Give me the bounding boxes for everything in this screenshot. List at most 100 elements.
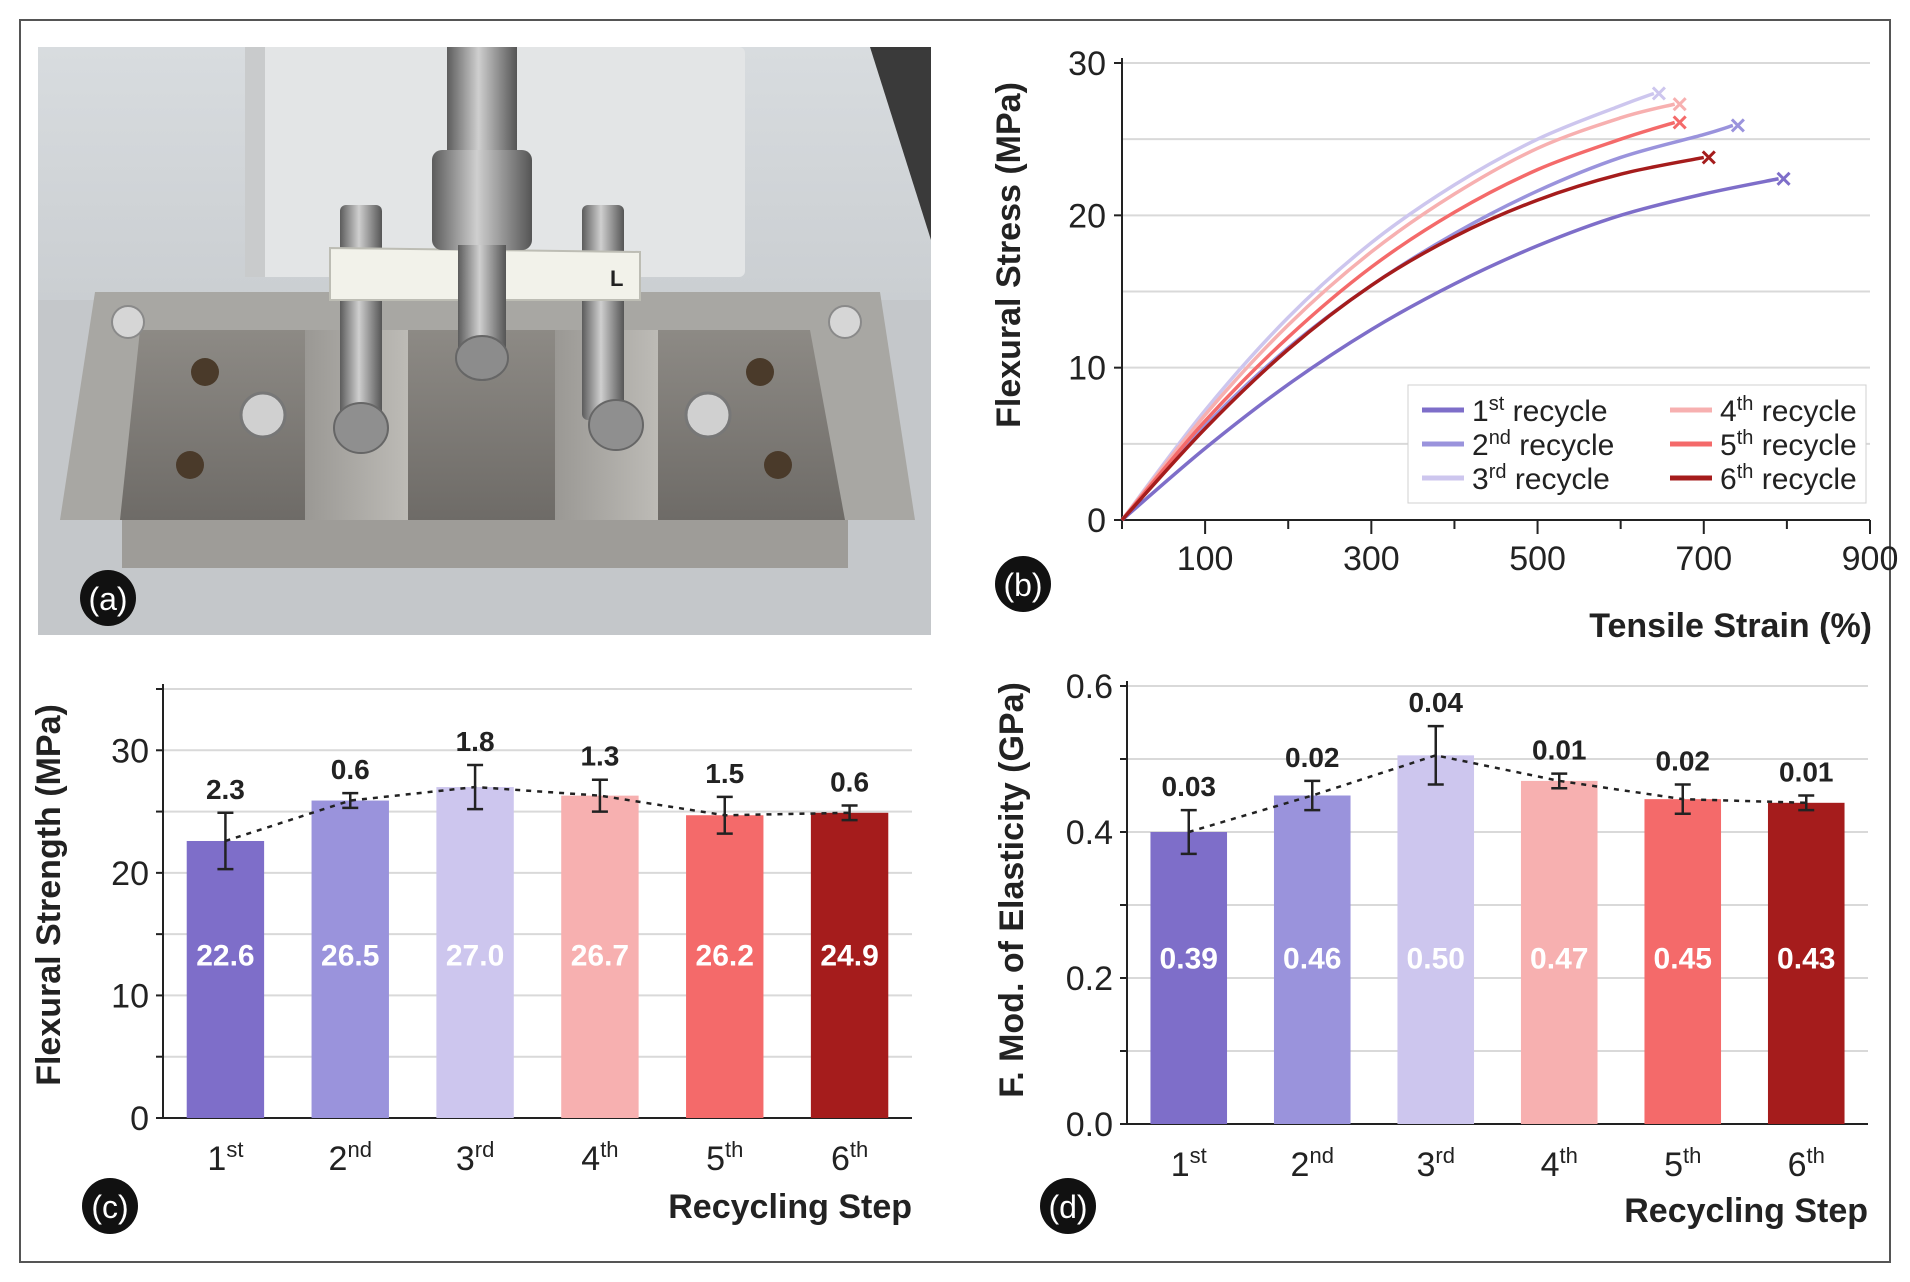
bar-value-label: 26.2 [696, 940, 754, 973]
bar-value-label: 0.43 [1777, 943, 1835, 976]
x-tick-label: 1st [207, 1137, 243, 1178]
y-axis-title: F. Mod. of Elasticity (GPa) [993, 682, 1031, 1098]
bar-5th [1644, 799, 1722, 1124]
figure-frame [19, 19, 1891, 1263]
error-bar [342, 791, 359, 810]
x-axis-title: Tensile Strain (%) [1589, 607, 1872, 645]
curve-6th-recycle [1120, 155, 1705, 522]
screw-hole [746, 358, 774, 386]
bolt-head [684, 391, 732, 439]
bar-value-label: 22.6 [196, 940, 254, 973]
x-tick-label: 300 [1343, 540, 1400, 578]
fixture-block-front [122, 520, 848, 568]
error-value-label: 0.02 [1656, 746, 1711, 777]
trend-dashed-line [1188, 754, 1807, 834]
fracture-marker [1672, 97, 1687, 112]
y-tick-label: 0 [130, 1100, 149, 1138]
y-tick-label: 30 [111, 732, 149, 770]
y-axis-title: Flexural Stress (MPa) [990, 82, 1028, 428]
screw-hole [176, 451, 204, 479]
x-tick-label: 500 [1509, 540, 1566, 578]
curve-5th-recycle [1120, 120, 1676, 522]
x-tick-label: 5th [1664, 1143, 1701, 1184]
specimen-mark: L [610, 266, 623, 291]
x-tick-label: 3rd [1417, 1143, 1455, 1184]
support-rod-right [582, 205, 624, 420]
panel-label-c: (c) [82, 1178, 138, 1234]
y-tick-label: 10 [1068, 350, 1106, 388]
fracture-marker-stroke [1672, 115, 1687, 130]
bar-4th [1520, 780, 1598, 1124]
legend-label: 3rd recycle [1472, 461, 1610, 496]
error-value-label: 2.3 [206, 774, 245, 805]
legend-box [1407, 384, 1867, 504]
screw-hole [764, 451, 792, 479]
bar-2nd [1273, 795, 1351, 1124]
error-value-label: 1.3 [580, 741, 619, 772]
loading-collar [432, 150, 532, 250]
error-bar [841, 804, 858, 822]
curve-4th-recycle [1120, 102, 1676, 522]
screw-hole [191, 358, 219, 386]
error-bar [1427, 724, 1444, 786]
y-tick-label: 0.2 [1066, 960, 1113, 998]
error-value-label: 0.03 [1162, 771, 1217, 802]
bolt-head [111, 305, 145, 339]
error-value-label: 1.5 [705, 758, 744, 789]
loading-nose-tip [455, 335, 509, 381]
x-tick-label: 4th [581, 1137, 618, 1178]
bar-value-label: 24.9 [820, 940, 878, 973]
bar-value-label: 0.47 [1530, 943, 1588, 976]
y-tick-label: 20 [1068, 197, 1106, 235]
support-rod-end-right [588, 399, 644, 451]
bar-3rd [436, 787, 514, 1118]
fracture-marker-stroke [1776, 171, 1791, 186]
bar-6th [1767, 802, 1845, 1124]
fracture-marker-stroke [1701, 150, 1716, 165]
x-tick-label: 5th [706, 1137, 743, 1178]
legend-label: 2nd recycle [1472, 427, 1614, 462]
svg-text:(c): (c) [91, 1189, 128, 1225]
svg-text:(a): (a) [88, 581, 127, 617]
x-tick-label: 4th [1541, 1143, 1578, 1184]
fracture-marker [1672, 115, 1687, 130]
error-bar [591, 778, 608, 813]
bar-value-label: 0.39 [1160, 943, 1218, 976]
error-value-label: 0.6 [830, 766, 869, 797]
fracture-marker [1776, 171, 1791, 186]
fracture-marker [1651, 86, 1666, 101]
legend-label: 5th recycle [1720, 427, 1857, 462]
error-value-label: 0.01 [1779, 757, 1834, 788]
bar-value-label: 26.7 [571, 940, 629, 973]
x-tick-label: 2nd [329, 1137, 372, 1178]
fracture-marker-stroke [1672, 97, 1687, 112]
photo-corner-shadow [870, 47, 931, 240]
support-rod-left [340, 205, 382, 420]
error-value-label: 0.04 [1409, 687, 1464, 718]
bar-6th [810, 812, 889, 1118]
bolt-head [828, 305, 862, 339]
machine-body-edge [245, 47, 265, 277]
bar-2nd [311, 800, 389, 1118]
legend-label: 6th recycle [1720, 461, 1857, 496]
error-bar [1551, 772, 1568, 790]
x-tick-label: 100 [1177, 540, 1234, 578]
svg-text:(b): (b) [1003, 567, 1042, 603]
x-axis-title: Recycling Step [1624, 1192, 1868, 1230]
legend-label: 1st recycle [1472, 393, 1608, 428]
panel-label-a: (a) [80, 570, 136, 626]
bar-1st [186, 840, 265, 1118]
fracture-marker [1701, 150, 1716, 165]
trend-dashed-line [225, 785, 850, 843]
bar-value-label: 27.0 [446, 940, 504, 973]
x-tick-label: 3rd [456, 1137, 494, 1178]
error-value-label: 0.01 [1532, 735, 1587, 766]
bar-value-label: 0.45 [1654, 943, 1712, 976]
bar-3rd [1397, 755, 1475, 1124]
support-rod-end-left [333, 402, 389, 454]
panel-label-d: (d) [1040, 1178, 1096, 1234]
x-axis-title: Recycling Step [668, 1188, 912, 1226]
error-value-label: 0.02 [1285, 742, 1340, 773]
error-bar [1798, 794, 1815, 812]
